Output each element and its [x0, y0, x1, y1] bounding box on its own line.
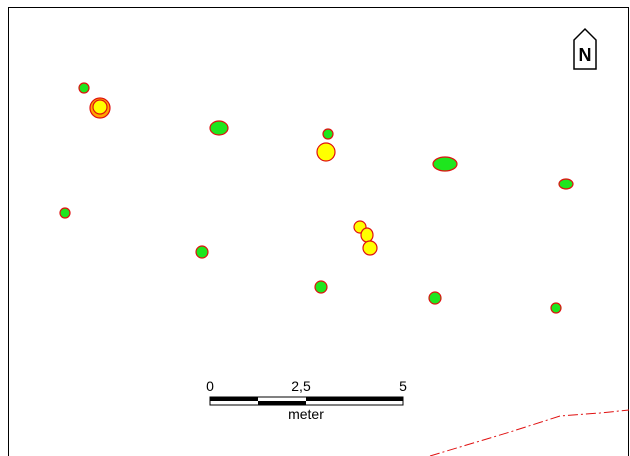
feature [428, 291, 442, 305]
scale-tick-label: 0 [206, 378, 214, 394]
north-arrow-shape [573, 27, 597, 70]
scale-segment [306, 397, 403, 401]
feature [195, 245, 209, 259]
north-arrow: N [573, 27, 597, 70]
scale-unit: meter [288, 406, 324, 422]
feature [362, 240, 378, 256]
north-label: N [579, 45, 592, 65]
feature [314, 280, 328, 294]
map-frame [8, 7, 629, 456]
feature [550, 302, 562, 314]
scale-segment [258, 401, 306, 405]
feature [209, 120, 229, 136]
features [59, 82, 574, 314]
feature [432, 156, 458, 172]
feature [59, 207, 71, 219]
scale-tick-label: 2,5 [291, 378, 311, 394]
scale-segment [210, 397, 258, 401]
feature [322, 128, 334, 140]
boundary-line [429, 409, 630, 456]
scale-tick-label: 5 [399, 378, 407, 394]
feature [558, 178, 574, 190]
feature [360, 227, 374, 243]
feature [78, 82, 90, 94]
feature [92, 99, 108, 115]
feature [316, 142, 336, 162]
scale-bar: 0 2,5 5 meter [206, 378, 407, 422]
